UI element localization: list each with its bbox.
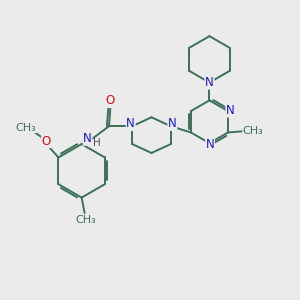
Text: N: N bbox=[83, 132, 92, 145]
Text: N: N bbox=[168, 117, 177, 130]
Text: O: O bbox=[106, 94, 115, 107]
Text: N: N bbox=[126, 117, 135, 130]
Text: H: H bbox=[93, 138, 101, 148]
Text: O: O bbox=[42, 135, 51, 148]
Text: CH₃: CH₃ bbox=[76, 214, 97, 224]
Text: CH₃: CH₃ bbox=[15, 123, 36, 133]
Text: N: N bbox=[205, 76, 214, 89]
Text: N: N bbox=[226, 104, 235, 117]
Text: N: N bbox=[206, 138, 214, 151]
Text: CH₃: CH₃ bbox=[243, 126, 263, 136]
